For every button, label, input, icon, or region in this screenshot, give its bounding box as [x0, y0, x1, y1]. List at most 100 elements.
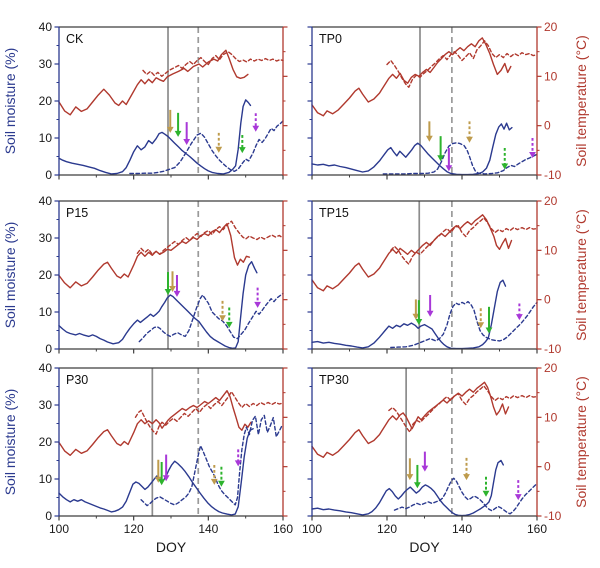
tp0-arrow-green-solid-head — [437, 155, 445, 162]
tp0-temperature-tick-label: 20 — [544, 20, 558, 34]
p30-moisture-tick-label: 20 — [39, 435, 53, 449]
tp0-arrow-olive-solid-head — [425, 135, 433, 142]
p30-moisture-dashed-line — [140, 414, 283, 507]
p15-moisture-tick-label: 20 — [39, 268, 53, 282]
ck-moisture-tick-label: 0 — [45, 168, 52, 182]
p30-x-tick-label: 100 — [49, 522, 69, 536]
tp15-moisture-dashed-line — [390, 300, 538, 349]
p30-arrow-purple-dashed-head — [234, 460, 242, 467]
tp0-temperature-tick-label: 0 — [544, 119, 551, 133]
tp30-temperature-dashed-line — [388, 385, 538, 433]
soil-temperature-axis-title-row3: Soil temperature (°C) — [573, 376, 589, 508]
tp15-arrow-olive-solid-head — [412, 313, 420, 320]
soil-temperature-axis-title-row1: Soil temperature (°C) — [573, 35, 589, 167]
tp15-arrow-green-solid-head — [415, 318, 423, 325]
tp30-arrow-olive-solid-head — [406, 474, 414, 481]
soil-temperature-axis-title-row2: Soil temperature (°C) — [573, 209, 589, 341]
p30-moisture-solid-line — [58, 428, 254, 516]
doy-axis-title-col2: DOY — [409, 539, 440, 555]
tp0-temperature-tick-label: 10 — [544, 69, 558, 83]
tp30-temperature-tick-label: 20 — [544, 361, 558, 375]
doy-axis-title-col1: DOY — [156, 539, 187, 555]
soil-moisture-axis-title-row3: Soil moisture (%) — [2, 389, 18, 496]
ck-arrow-green-dashed-head — [238, 147, 246, 154]
p15-moisture-tick-label: 40 — [39, 194, 53, 208]
tp30-temperature-solid-line — [311, 381, 510, 458]
tp15-temperature-tick-label: 20 — [544, 194, 558, 208]
tp0-panel-label: TP0 — [319, 32, 342, 46]
tp15-arrow-green-solid-head — [485, 327, 493, 334]
ck-arrow-purple-dashed-head — [252, 125, 260, 132]
tp0-arrow-olive-dashed-head — [466, 136, 473, 143]
p30-moisture-tick-label: 40 — [39, 361, 53, 375]
tp30-moisture-dashed-line — [393, 477, 538, 515]
p15-panel-label: P15 — [66, 206, 88, 220]
ck-moisture-tick-label: 40 — [39, 20, 53, 34]
p15-moisture-tick-label: 30 — [39, 231, 53, 245]
p30-arrow-green-dashed-head — [218, 480, 225, 487]
tp0-temperature-dashed-line — [386, 40, 538, 88]
tp30-x-tick-label: 100 — [302, 522, 322, 536]
tp15-arrow-purple-dashed-head — [515, 314, 523, 321]
ck-moisture-tick-label: 20 — [39, 94, 53, 108]
ck-moisture-tick-label: 10 — [39, 131, 53, 145]
p15-temperature-dashed-line — [136, 220, 284, 255]
p30-arrow-green-solid-head — [158, 479, 166, 486]
tp30-temperature-tick-label: 10 — [544, 410, 558, 424]
ck-moisture-solid-line — [58, 99, 252, 175]
p30-moisture-tick-label: 30 — [39, 398, 53, 412]
p15-temperature-solid-line — [58, 223, 251, 289]
soil-moisture-axis-title-row2: Soil moisture (%) — [2, 222, 18, 329]
tp15-temperature-tick-label: 0 — [544, 293, 551, 307]
ck-moisture-tick-label: 30 — [39, 57, 53, 71]
ck-arrow-purple-solid-head — [183, 139, 191, 146]
p15-moisture-solid-line — [58, 261, 258, 349]
p30-moisture-tick-label: 0 — [45, 509, 52, 523]
p15-arrow-purple-dashed-head — [254, 301, 262, 308]
soil-moisture-axis-title-row1: Soil moisture (%) — [2, 48, 18, 155]
p30-x-tick-label: 140 — [198, 522, 218, 536]
p15-arrow-olive-solid-head — [169, 286, 176, 293]
p15-arrow-green-solid-head — [164, 288, 172, 295]
ck-arrow-green-solid-head — [174, 130, 182, 137]
tp15-temperature-solid-line — [311, 214, 513, 292]
p30-x-tick-label: 160 — [273, 522, 293, 536]
tp0-arrow-purple-dashed-head — [529, 151, 536, 158]
p30-arrow-olive-dashed-head — [210, 478, 218, 485]
p30-temperature-dashed-line — [134, 391, 284, 435]
ck-temperature-solid-line — [58, 49, 249, 116]
tp15-moisture-solid-line — [311, 279, 507, 350]
tp0-moisture-solid-line — [311, 122, 513, 176]
p30-moisture-tick-label: 10 — [39, 472, 53, 486]
tp30-arrow-green-solid-head — [413, 482, 421, 489]
tp15-temperature-dashed-line — [390, 217, 538, 265]
tp15-temperature-tick-label: -10 — [544, 342, 562, 356]
tp30-panel-label: TP30 — [319, 373, 349, 387]
p30-temperature-solid-line — [58, 390, 252, 456]
tp0-arrow-purple-solid-head — [445, 165, 453, 172]
tp0-temperature-solid-line — [311, 37, 512, 117]
p30-x-tick-label: 120 — [124, 522, 144, 536]
tp30-moisture-solid-line — [311, 459, 504, 517]
p30-panel-label: P30 — [66, 373, 88, 387]
tp30-arrow-purple-solid-head — [421, 465, 429, 472]
tp15-arrow-purple-solid-head — [426, 310, 434, 317]
ck-arrow-olive-dashed-head — [215, 146, 223, 153]
p15-arrow-purple-solid-head — [173, 290, 181, 297]
tp30-x-tick-label: 120 — [377, 522, 397, 536]
tp15-panel-label: TP15 — [319, 206, 349, 220]
p30-arrow-olive-solid-head — [154, 476, 162, 483]
ck-panel-label: CK — [66, 32, 84, 46]
tp30-temperature-tick-label: 0 — [544, 460, 551, 474]
ck-temperature-dashed-line — [142, 51, 284, 77]
p30-arrow-purple-solid-head — [162, 475, 170, 482]
p15-arrow-green-dashed-head — [225, 321, 233, 328]
tp0-arrow-green-dashed-head — [501, 163, 509, 170]
tp30-arrow-olive-dashed-head — [463, 474, 470, 481]
tp30-x-tick-label: 140 — [452, 522, 472, 536]
ck-moisture-dashed-line — [129, 120, 284, 175]
p15-moisture-dashed-line — [138, 292, 284, 343]
p15-moisture-tick-label: 10 — [39, 305, 53, 319]
